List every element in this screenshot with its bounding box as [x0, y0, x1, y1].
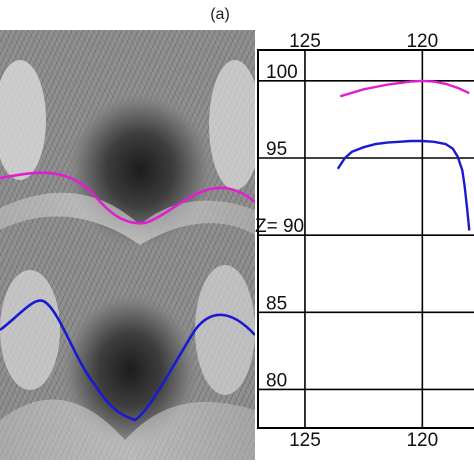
x-tick-label-bottom: 125 — [289, 430, 321, 451]
y-tick-label: 80 — [266, 370, 287, 391]
plot-frame — [257, 49, 474, 429]
y-tick-label: 85 — [266, 293, 287, 314]
sem-overlay-magenta — [0, 171, 255, 225]
panel-label: (a) — [210, 6, 230, 23]
x-tick-label-top: 120 — [406, 31, 438, 52]
series-line-1 — [339, 79, 470, 98]
x-tick-label-top: 125 — [289, 31, 321, 52]
sem-crater-lower — [60, 290, 200, 450]
y-tick-label: Z= 90 — [255, 216, 304, 237]
sem-ridge-right — [209, 60, 255, 190]
chart-series — [336, 79, 471, 231]
y-tick-label: 95 — [266, 139, 287, 160]
series-line-2 — [336, 139, 471, 231]
sem-overlay-blue — [0, 299, 255, 422]
y-tick-label: 100 — [266, 62, 298, 83]
sem-micrograph — [0, 30, 255, 460]
chart-grid — [257, 49, 474, 429]
sem-ridge-left — [0, 60, 46, 180]
x-tick-label-bottom: 120 — [406, 430, 438, 451]
